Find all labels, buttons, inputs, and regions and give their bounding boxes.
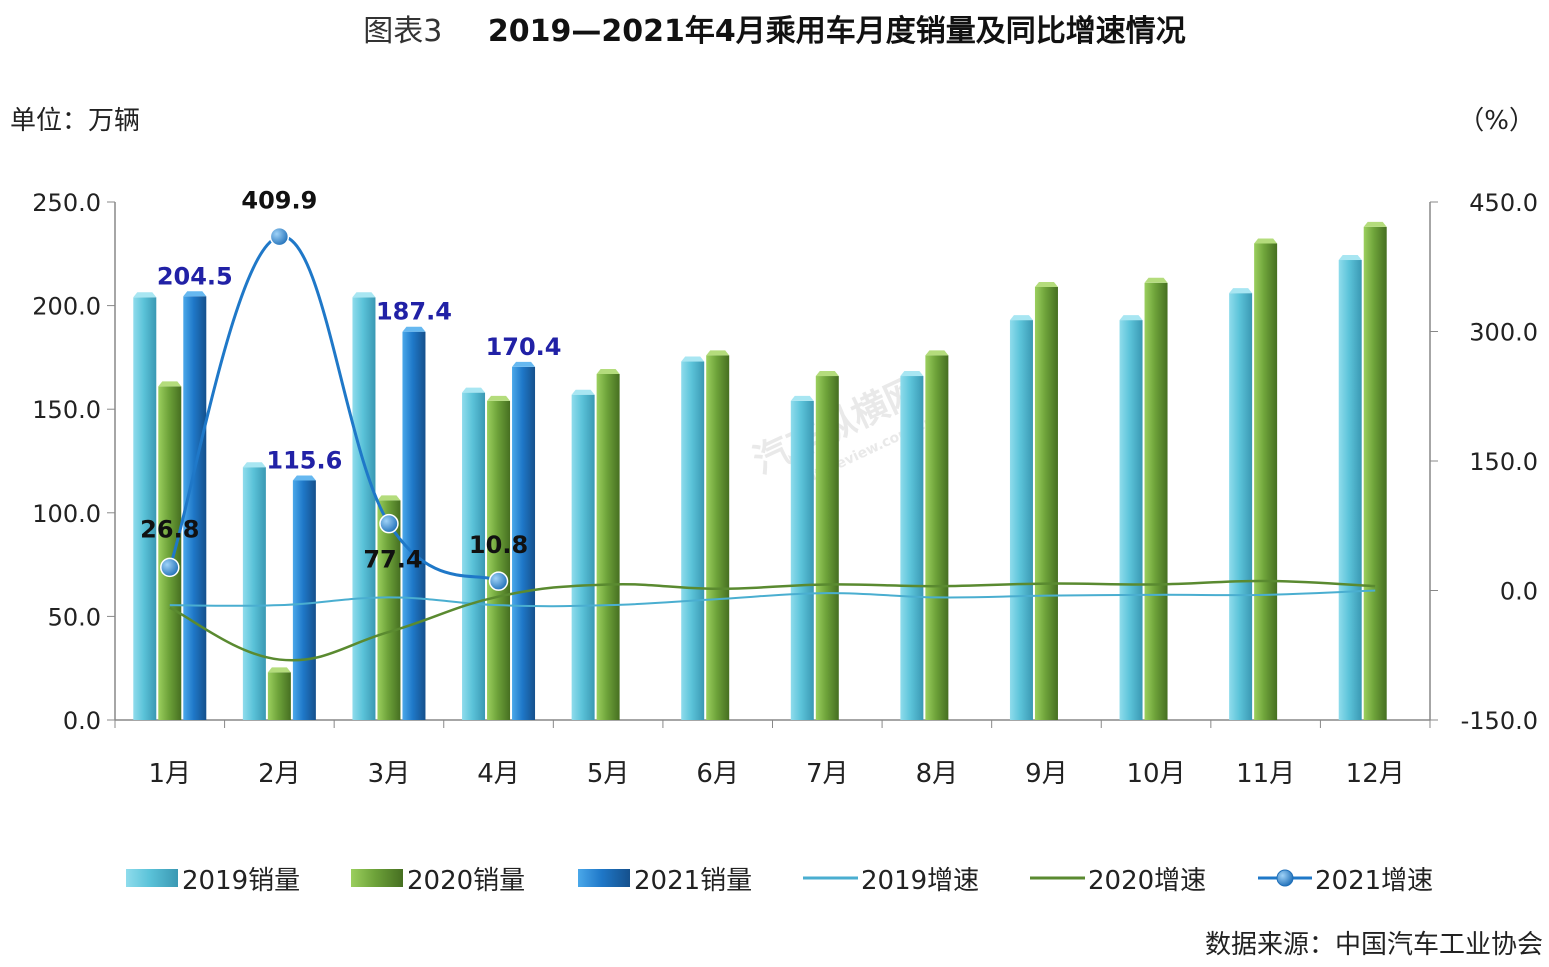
- marker-2021-growth: [269, 226, 290, 247]
- bar-2020-sales: [158, 381, 182, 720]
- category-label: 1月: [149, 759, 192, 789]
- left-unit-label: 单位：万辆: [10, 106, 141, 136]
- data-label-2021-growth: 10.8: [469, 531, 528, 559]
- bar-2020-sales: [925, 350, 949, 720]
- bars: [133, 221, 1387, 720]
- line-2020-growth: [169, 579, 1376, 662]
- category-label: 10月: [1126, 759, 1185, 789]
- bar-2020-sales: [1254, 238, 1278, 720]
- bar-2020-sales: [815, 371, 839, 720]
- legend: 2019销量 2020销量 2021销量 2019增速 2020增速 2021增…: [126, 866, 1433, 896]
- chart-title: 图表3 2019—2021年4月乘用车月度销量及同比增速情况: [0, 6, 1549, 50]
- lines: [160, 226, 1376, 662]
- legend-label-2020-sales: 2020销量: [407, 866, 525, 896]
- legend-label-2019-growth: 2019增速: [861, 866, 979, 896]
- bar-2019-sales: [1009, 315, 1033, 720]
- bar-2020-sales: [377, 495, 401, 720]
- legend-marker-2021-growth: [1276, 869, 1294, 887]
- marker-2021-growth: [160, 557, 180, 578]
- category-label: 4月: [477, 759, 520, 789]
- category-label: 11月: [1236, 759, 1295, 789]
- left-tick-label: 200.0: [32, 293, 101, 321]
- right-tick-label: 300.0: [1469, 319, 1538, 347]
- left-tick-label: 100.0: [32, 500, 101, 528]
- bar-2020-sales: [1034, 281, 1058, 720]
- legend-label-2020-growth: 2020增速: [1088, 866, 1206, 896]
- bar-2019-sales: [681, 356, 705, 720]
- category-label: 2月: [258, 759, 301, 789]
- legend-label-2021-sales: 2021销量: [634, 866, 752, 896]
- data-label-2021-sales: 170.4: [486, 333, 562, 361]
- source-note: 数据来源：中国汽车工业协会: [1204, 930, 1543, 960]
- data-label-2021-growth: 77.4: [363, 546, 422, 574]
- category-label: 9月: [1025, 759, 1068, 789]
- legend-swatch-2021-sales: [578, 869, 630, 887]
- left-tick-label: 250.0: [32, 189, 101, 217]
- category-label: 7月: [806, 759, 849, 789]
- right-tick-label: 0.0: [1500, 578, 1538, 606]
- left-tick-label: 50.0: [48, 603, 101, 631]
- data-label-2021-growth: 409.9: [241, 187, 317, 215]
- data-label-2021-sales: 115.6: [266, 446, 342, 474]
- legend-label-2019-sales: 2019销量: [182, 866, 300, 896]
- line-2019-growth: [169, 589, 1376, 608]
- line-2021-growth: [168, 235, 500, 583]
- data-labels: 204.5 115.6 187.4 170.4 26.8 409.9 77.4 10.8: [140, 187, 561, 574]
- bar-2019-sales: [1229, 288, 1253, 720]
- legend-label-2021-growth: 2021增速: [1315, 866, 1433, 896]
- category-label: 5月: [587, 759, 630, 789]
- bar-2020-sales: [487, 395, 511, 720]
- legend-swatch-2020-sales: [351, 869, 403, 887]
- bar-2021-sales: [402, 326, 426, 720]
- bar-2019-sales: [352, 292, 376, 720]
- left-tick-label: 150.0: [32, 396, 101, 424]
- data-label-2021-sales: 187.4: [376, 298, 452, 326]
- right-tick-label: 150.0: [1469, 448, 1538, 476]
- bar-2020-sales: [267, 667, 291, 720]
- right-tick-label: -150.0: [1461, 707, 1538, 735]
- category-label: 8月: [916, 759, 959, 789]
- bar-2019-sales: [790, 395, 814, 720]
- bar-2019-sales: [571, 389, 595, 720]
- category-label: 6月: [696, 759, 739, 789]
- bar-2019-sales: [133, 292, 157, 720]
- bar-2021-sales: [183, 291, 207, 720]
- right-tick-label: 450.0: [1469, 189, 1538, 217]
- bar-2020-sales: [596, 368, 620, 720]
- figure-label: 图表3: [363, 14, 443, 49]
- left-tick-label: 0.0: [63, 707, 101, 735]
- bar-2019-sales: [1119, 315, 1143, 720]
- data-label-2021-sales: 204.5: [157, 262, 233, 290]
- bar-2020-sales: [706, 350, 730, 720]
- title-text: 2019—2021年4月乘用车月度销量及同比增速情况: [487, 14, 1186, 49]
- bar-2019-sales: [900, 371, 924, 720]
- marker-2021-growth: [379, 513, 399, 534]
- category-label: 3月: [368, 759, 411, 789]
- bar-2021-sales: [512, 361, 536, 720]
- data-label-2021-growth: 26.8: [140, 515, 199, 543]
- axes: 0.0 50.0 100.0 150.0 200.0 250.0 -150.0 0.0 150.…: [32, 189, 1538, 789]
- marker-2021-growth: [488, 571, 509, 591]
- category-label: 12月: [1346, 759, 1405, 789]
- bar-2021-sales: [292, 475, 316, 720]
- bar-2019-sales: [1338, 255, 1362, 720]
- bar-2020-sales: [1144, 277, 1168, 720]
- legend-swatch-2019-sales: [126, 869, 178, 887]
- bar-2019-sales: [242, 462, 266, 720]
- bar-2020-sales: [1363, 221, 1387, 720]
- bar-2019-sales: [462, 387, 486, 720]
- right-unit-label: （%）: [1458, 106, 1535, 136]
